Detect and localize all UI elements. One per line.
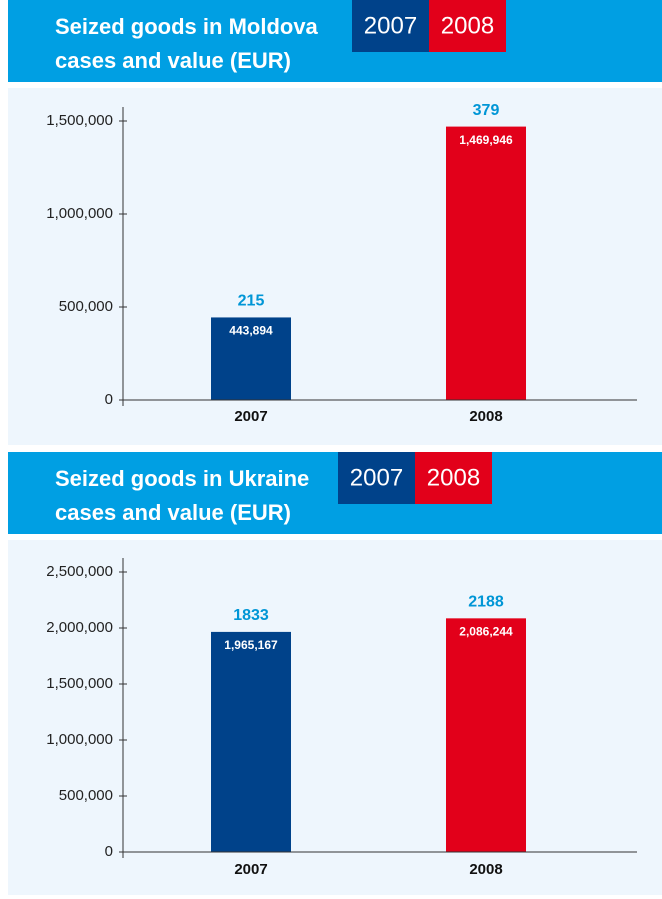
y-tick-label: 2,000,000 [46,619,113,636]
bar [446,126,526,401]
legend-label: 2008 [427,464,480,491]
chart-title: Seized goods in Moldova [55,14,319,39]
legend-label: 2008 [441,12,494,39]
x-tick-label: 2008 [469,408,502,425]
chart-subtitle: cases and value (EUR) [55,500,291,525]
y-tick-label: 0 [105,391,113,408]
cases-label: 1833 [233,607,269,624]
value-label: 1,469,946 [459,133,513,147]
bar [211,317,291,400]
bar [446,618,526,852]
legend-swatch [352,0,429,52]
legend-label: 2007 [364,12,417,39]
bar [211,631,291,852]
legend-label: 2007 [350,464,403,491]
value-label: 2,086,244 [459,625,513,639]
legend-swatch [338,452,415,504]
value-label: 1,965,167 [224,638,278,652]
cases-label: 379 [473,102,500,119]
y-tick-label: 1,500,000 [46,112,113,129]
legend-swatch [429,0,506,52]
plot-panel [8,540,662,895]
legend-swatch [415,452,492,504]
plot-panel [8,88,662,445]
y-tick-label: 500,000 [59,298,113,315]
value-label: 443,894 [229,324,273,338]
header-band [8,0,662,82]
cases-label: 2188 [468,594,504,611]
chart-title: Seized goods in Ukraine [55,466,309,491]
y-tick-label: 2,500,000 [46,563,113,580]
y-tick-label: 500,000 [59,787,113,804]
x-tick-label: 2007 [234,408,267,425]
y-tick-label: 1,000,000 [46,205,113,222]
y-tick-label: 0 [105,843,113,860]
y-tick-label: 1,000,000 [46,731,113,748]
header-band [8,452,662,534]
cases-label: 215 [238,293,265,310]
chart-subtitle: cases and value (EUR) [55,48,291,73]
x-tick-label: 2008 [469,861,502,878]
x-tick-label: 2007 [234,861,267,878]
y-tick-label: 1,500,000 [46,675,113,692]
